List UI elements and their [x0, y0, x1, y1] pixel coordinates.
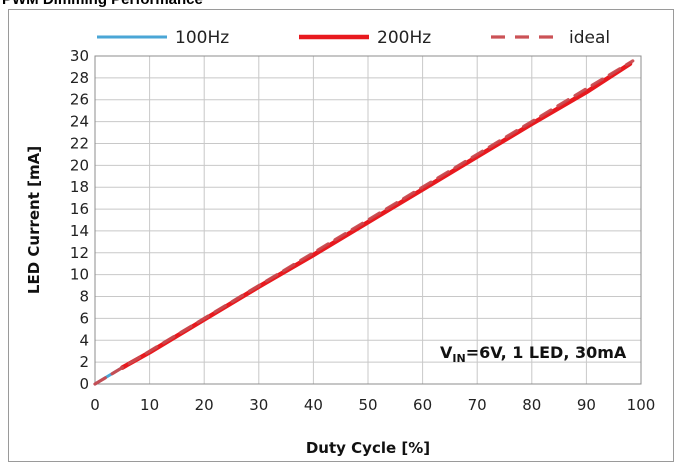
legend: 100Hz 200Hz ideal — [97, 28, 610, 48]
legend-label: ideal — [569, 28, 610, 48]
annotation-v: V — [440, 343, 453, 362]
y-tick-label: 28 — [70, 69, 89, 87]
legend-label: 100Hz — [175, 28, 229, 48]
y-tick-label: 18 — [70, 178, 89, 196]
page-title: PWM Dimming Performance — [2, 0, 203, 8]
x-tick-label: 20 — [195, 396, 214, 414]
y-tick-label: 20 — [70, 156, 89, 174]
x-tick-label: 10 — [140, 396, 159, 414]
y-tick-label: 12 — [70, 244, 89, 262]
grid — [94, 55, 642, 385]
y-tick-label: 10 — [70, 266, 89, 284]
x-axis-title: Duty Cycle [%] — [306, 439, 430, 457]
chart-frame: 0 2 4 6 8 10 12 14 16 18 20 22 24 26 28 30 0 10 20 30 40 50 6… — [8, 9, 674, 462]
y-tick-label: 4 — [79, 331, 89, 349]
y-tick-label: 14 — [70, 222, 89, 240]
y-tick-label: 26 — [70, 91, 89, 109]
x-tick-label: 40 — [304, 396, 323, 414]
x-tick-label: 90 — [577, 396, 596, 414]
x-tick-label: 30 — [249, 396, 268, 414]
y-tick-label: 8 — [79, 288, 89, 306]
x-tick-label: 0 — [90, 396, 100, 414]
annotation-rest: =6V, 1 LED, 30mA — [466, 343, 627, 362]
y-tick-label: 2 — [79, 353, 89, 371]
plot-area — [94, 55, 642, 385]
series-line-ideal — [93, 59, 635, 386]
y-tick-label: 16 — [70, 200, 89, 218]
y-tick-label: 30 — [70, 47, 89, 65]
y-tick-label: 22 — [70, 134, 89, 152]
y-tick-label: 24 — [70, 113, 89, 131]
conditions-annotation: VIN=6V, 1 LED, 30mA — [440, 343, 627, 365]
annotation-sub: IN — [452, 352, 465, 365]
x-tick-label: 80 — [522, 396, 541, 414]
legend-label: 200Hz — [377, 28, 431, 48]
plot-border — [94, 55, 642, 385]
y-tick-label: 6 — [79, 309, 89, 327]
x-tick-label: 60 — [413, 396, 432, 414]
series-layer — [93, 59, 635, 386]
x-tick-label: 50 — [358, 396, 377, 414]
x-tick-label: 100 — [627, 396, 656, 414]
y-axis-title: LED Current [mA] — [25, 146, 43, 294]
x-axis: 0 10 20 30 40 50 60 70 80 90 100 — [90, 396, 655, 414]
y-tick-label: 0 — [79, 375, 89, 393]
x-tick-label: 70 — [468, 396, 487, 414]
